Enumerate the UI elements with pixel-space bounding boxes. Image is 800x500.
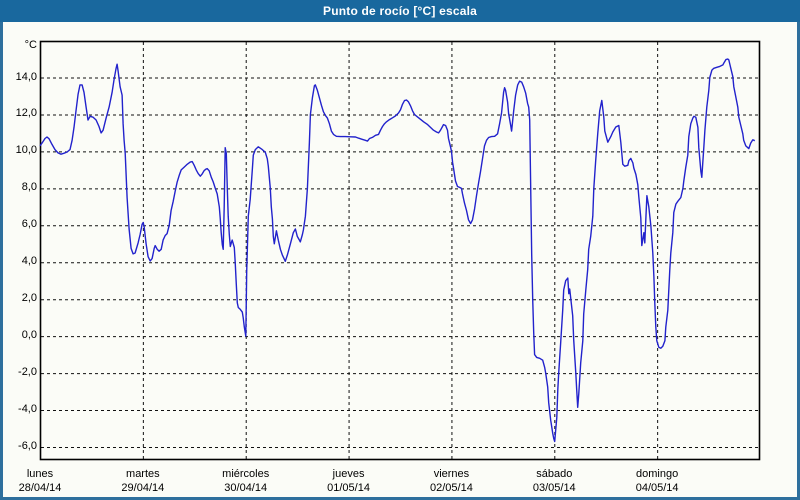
weekday-label: sábado xyxy=(536,468,573,480)
date-label: 04/05/14 xyxy=(635,482,679,494)
x-day-label: miércoles 30/04/14 xyxy=(194,468,298,495)
date-label: 30/04/14 xyxy=(224,482,268,494)
y-tick-label: -4,0 xyxy=(18,403,37,416)
weekday-label: jueves xyxy=(332,468,365,480)
date-label: 02/05/14 xyxy=(430,482,473,494)
series-line-punto-de-rocío xyxy=(39,58,756,443)
plot-border xyxy=(39,40,761,461)
date-label: 03/05/14 xyxy=(532,482,576,494)
date-label: 29/04/14 xyxy=(121,482,165,494)
weekday-label: lunes xyxy=(26,468,54,480)
y-tick-label: -6,0 xyxy=(18,440,37,452)
x-day-label: lunes 28/04/14 xyxy=(0,468,92,495)
y-tick-label: 0,0 xyxy=(21,329,37,342)
weekday-label: miércoles xyxy=(222,468,270,480)
weekday-label: domingo xyxy=(636,468,679,480)
y-tick-label: 2,0 xyxy=(21,292,37,305)
y-tick-label: 10,0 xyxy=(15,144,37,157)
y-tick-label: 14,0 xyxy=(15,70,37,83)
title-bar: Punto de rocío [°C] escala xyxy=(0,0,800,22)
x-day-label: viernes 02/05/14 xyxy=(399,468,503,495)
x-day-label: martes 29/04/14 xyxy=(91,468,195,495)
y-tick-label: 8,0 xyxy=(21,181,37,194)
y-tick-label: 6,0 xyxy=(21,218,37,231)
date-label: 28/04/14 xyxy=(18,482,62,494)
page-title: Punto de rocío [°C] escala xyxy=(322,4,478,18)
x-day-label: domingo 04/05/14 xyxy=(605,468,709,495)
y-tick-label: 12,0 xyxy=(15,107,37,120)
weekday-label: viernes xyxy=(433,468,470,480)
y-tick-label: -2,0 xyxy=(18,366,37,379)
y-axis-unit-label: °C xyxy=(24,39,37,51)
date-label: 01/05/14 xyxy=(327,482,370,494)
weekday-label: martes xyxy=(126,468,160,480)
x-day-label: sábado 03/05/14 xyxy=(502,468,606,495)
y-tick-label: 4,0 xyxy=(21,255,37,268)
x-day-label: jueves 01/05/14 xyxy=(297,468,401,495)
